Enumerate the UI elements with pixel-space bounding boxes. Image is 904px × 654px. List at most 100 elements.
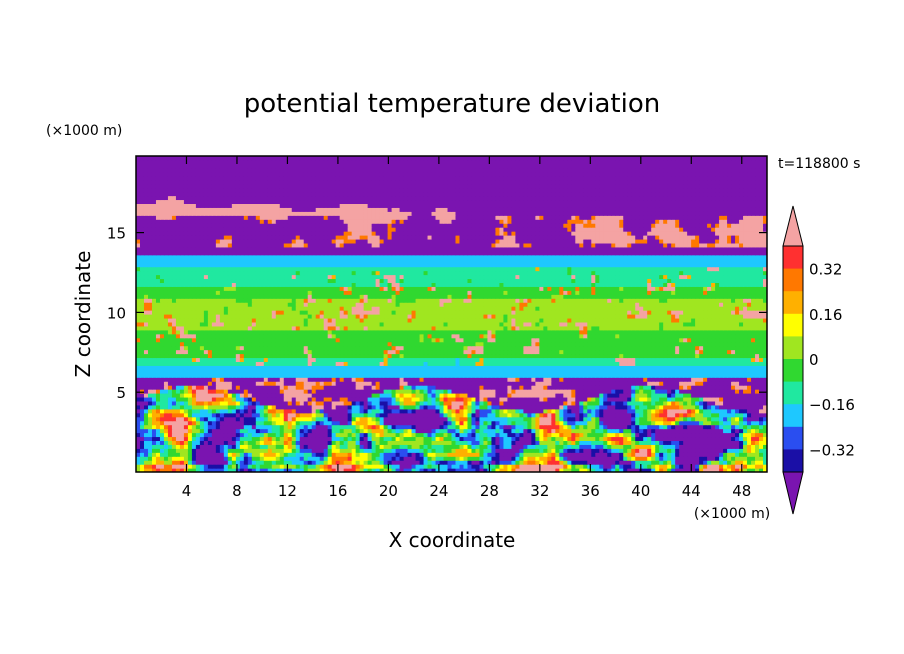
field-cell — [199, 365, 205, 370]
field-cell — [367, 456, 373, 461]
field-cell — [327, 432, 333, 438]
field-cell — [195, 416, 201, 422]
field-cell — [227, 452, 233, 457]
field-cell — [471, 373, 477, 378]
field-cell — [191, 345, 197, 351]
field-cell — [699, 349, 704, 355]
field-cell — [283, 400, 289, 406]
field-cell — [195, 460, 201, 465]
field-cell — [419, 468, 425, 472]
field-cell — [431, 412, 437, 418]
field-cell — [543, 464, 548, 469]
field-cell — [651, 440, 656, 445]
field-cell — [563, 361, 568, 366]
field-cell — [371, 400, 377, 406]
field-cell — [703, 389, 708, 394]
field-cell — [759, 385, 764, 390]
field-cell — [619, 444, 624, 449]
field-cell — [719, 385, 724, 390]
field-cell — [591, 428, 596, 434]
field-cell — [307, 432, 313, 438]
field-cell — [231, 404, 237, 410]
field-cell — [255, 408, 261, 414]
field-cell — [163, 381, 169, 386]
field-cell — [623, 357, 628, 362]
field-cell — [643, 381, 648, 386]
field-cell — [187, 361, 193, 366]
field-cell — [367, 393, 373, 398]
field-cell — [215, 436, 221, 441]
field-cell — [495, 428, 501, 434]
field-cell — [199, 420, 205, 426]
field-cell — [551, 432, 556, 438]
field-cell — [347, 460, 353, 465]
field-cell — [499, 408, 505, 414]
field-cell — [303, 361, 309, 366]
field-cell — [211, 416, 217, 422]
field-cell — [175, 365, 181, 370]
field-cell — [759, 357, 764, 362]
field-cell — [655, 440, 660, 445]
field-cell — [603, 440, 608, 445]
field-cell — [543, 404, 548, 410]
field-cell — [455, 353, 461, 359]
field-cell — [315, 464, 321, 469]
field-cell — [755, 373, 760, 378]
field-cell — [707, 444, 712, 449]
field-cell — [563, 456, 568, 461]
field-cell — [503, 428, 509, 434]
field-cell — [375, 361, 381, 366]
field-cell — [439, 468, 445, 472]
field-cell — [723, 420, 728, 426]
field-cell — [531, 456, 536, 461]
field-cell — [655, 373, 660, 378]
field-cell — [191, 424, 197, 430]
field-cell — [147, 464, 153, 469]
field-cell — [339, 361, 345, 366]
field-cell — [407, 424, 413, 430]
field-cell — [583, 357, 588, 362]
field-cell — [467, 345, 473, 351]
field-cell — [335, 416, 341, 422]
field-cell — [279, 468, 285, 472]
field-cell — [136, 464, 141, 469]
field-cell — [147, 349, 153, 355]
field-cell — [136, 420, 141, 426]
field-cell — [439, 420, 445, 426]
field-cell — [363, 412, 369, 418]
field-cell — [327, 361, 333, 366]
field-cell — [423, 353, 429, 359]
field-cell — [167, 428, 173, 434]
field-cell — [339, 349, 345, 355]
field-cell — [559, 365, 564, 370]
field-cell — [251, 444, 257, 449]
field-cell — [311, 345, 317, 351]
field-cell — [411, 416, 417, 422]
field-cell — [615, 361, 620, 366]
field-cell — [211, 440, 217, 445]
field-cell — [763, 408, 767, 414]
field-cell — [155, 420, 161, 426]
field-cell — [291, 357, 297, 362]
field-cell — [463, 400, 469, 406]
field-cell — [751, 389, 756, 394]
field-cell — [643, 444, 648, 449]
field-cell — [607, 393, 612, 398]
field-cell — [291, 448, 297, 453]
field-cell — [627, 361, 632, 366]
field-cell — [507, 357, 512, 362]
field-cell — [691, 404, 696, 410]
field-cell — [459, 456, 465, 461]
field-cell — [511, 389, 516, 394]
field-cell — [471, 436, 477, 441]
field-cell — [755, 353, 760, 359]
field-cell — [743, 428, 748, 434]
field-cell — [451, 468, 457, 472]
field-cell — [299, 412, 305, 418]
field-cell — [395, 412, 401, 418]
field-cell — [319, 412, 325, 418]
field-cell — [235, 420, 241, 426]
field-cell — [351, 420, 357, 426]
field-cell — [687, 373, 692, 378]
field-cell — [439, 408, 445, 414]
